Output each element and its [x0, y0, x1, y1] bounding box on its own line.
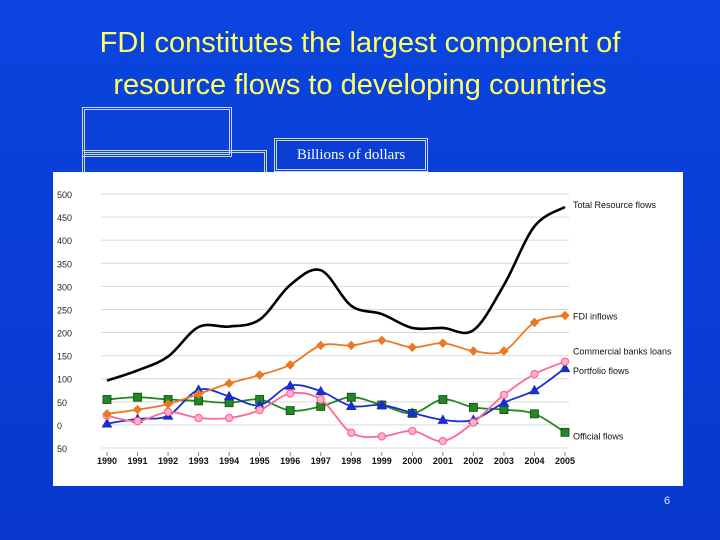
portfolio-marker: [223, 390, 235, 401]
fdi-marker: [377, 335, 387, 346]
x-tick-label: 1990: [97, 456, 117, 466]
y-tick-label: 350: [57, 259, 72, 269]
fdi-marker: [468, 346, 479, 356]
x-tick-label: 2002: [463, 456, 483, 466]
commercial-marker: [255, 405, 264, 415]
x-tick-label: 2001: [433, 456, 453, 466]
official-marker: [285, 406, 295, 415]
portfolio-marker: [437, 414, 449, 424]
fdi-series-line: [106, 314, 566, 415]
commercial-marker: [499, 390, 509, 400]
portfolio-marker: [376, 399, 388, 410]
commercial-marker: [347, 428, 356, 437]
fdi-marker: [407, 342, 418, 353]
portfolio-marker: [284, 380, 296, 390]
official-marker: [560, 427, 570, 437]
y-tick-label: 450: [57, 213, 72, 223]
x-tick-label: 2000: [402, 456, 422, 466]
fdi-legend-label: FDI inflows: [573, 311, 618, 321]
fdi-marker: [132, 404, 143, 415]
slide-number: 6: [664, 495, 671, 507]
commercial-marker: [530, 369, 539, 379]
y-tick-label: 250: [57, 305, 72, 315]
portfolio-series-line: [106, 367, 566, 425]
units-label: Billions of dollars: [274, 138, 428, 172]
y-tick-label: 400: [57, 236, 72, 246]
y-tick-label: 150: [57, 352, 72, 362]
y-tick-label: 50: [57, 444, 67, 454]
x-tick-label: 1999: [372, 456, 392, 466]
fdi-marker: [438, 338, 448, 348]
fdi-marker: [102, 409, 112, 419]
y-tick-label: 100: [57, 375, 72, 385]
y-tick-label: 200: [57, 329, 72, 339]
commercial-marker: [469, 418, 478, 427]
fdi-marker: [529, 317, 540, 328]
fdi-marker: [499, 346, 509, 356]
commercial-marker: [224, 413, 234, 423]
fdi-marker: [224, 378, 234, 389]
y-tick-label: 500: [57, 190, 72, 200]
portfolio-marker: [315, 385, 327, 396]
decorative-frame-top: [82, 107, 232, 157]
commercial-marker: [163, 407, 173, 417]
fdi-marker: [560, 310, 570, 321]
x-tick-label: 2004: [524, 456, 544, 466]
portfolio-marker: [101, 418, 113, 428]
commercial-marker: [285, 389, 295, 398]
commercial-marker: [316, 395, 325, 404]
title-line-2: resource flows to developing countries: [113, 69, 607, 101]
portfolio-marker: [498, 397, 510, 407]
official-marker: [133, 392, 142, 402]
y-tick-label: 0: [57, 421, 62, 431]
x-tick-label: 1992: [158, 456, 178, 466]
total-series-line: [106, 205, 566, 382]
official-marker: [468, 402, 478, 412]
title-line-1: FDI constitutes the largest component of: [99, 27, 621, 59]
fdi-marker: [254, 370, 265, 380]
official-marker: [102, 395, 112, 404]
x-tick-label: 2005: [555, 456, 575, 466]
commercial-marker: [133, 417, 142, 426]
portfolio-legend-label: Portfolio flows: [573, 366, 630, 376]
x-tick-label: 1995: [250, 456, 270, 466]
fdi-marker: [316, 340, 326, 351]
x-tick-label: 1991: [128, 456, 148, 466]
total-legend-label: Total Resource flows: [573, 200, 657, 210]
chart-area: 50 0 50 100 150 200 250 300 350 400 450 500 1990 1991…: [53, 172, 683, 486]
slide-title: FDI constitutes the largest component of…: [0, 22, 720, 106]
x-tick-label: 1998: [341, 456, 361, 466]
official-marker: [530, 409, 539, 419]
y-tick-label: 50: [57, 398, 67, 408]
x-tick-label: 2003: [494, 456, 514, 466]
commercial-marker: [560, 357, 570, 366]
commercial-marker: [438, 436, 448, 446]
official-marker: [346, 392, 356, 402]
commercial-legend-label: Commercial banks loans: [573, 347, 672, 357]
official-legend-label: Official flows: [573, 431, 624, 441]
commercial-series-line: [106, 360, 566, 442]
x-tick-label: 1996: [280, 456, 300, 466]
x-tick-label: 1997: [311, 456, 331, 466]
x-tick-label: 1993: [189, 456, 209, 466]
portfolio-marker: [406, 407, 418, 417]
portfolio-marker: [559, 362, 571, 373]
portfolio-marker: [529, 384, 540, 395]
official-marker: [499, 405, 509, 415]
commercial-marker: [377, 432, 386, 441]
fdi-marker: [163, 399, 173, 409]
portfolio-marker: [345, 400, 357, 410]
fdi-marker: [193, 389, 204, 399]
commercial-marker: [194, 413, 203, 423]
x-tick-label: 1994: [219, 456, 239, 466]
fdi-marker: [285, 360, 295, 370]
fdi-marker: [346, 340, 356, 351]
official-marker: [438, 395, 448, 404]
y-tick-label: 300: [57, 282, 72, 292]
commercial-marker: [408, 426, 417, 436]
